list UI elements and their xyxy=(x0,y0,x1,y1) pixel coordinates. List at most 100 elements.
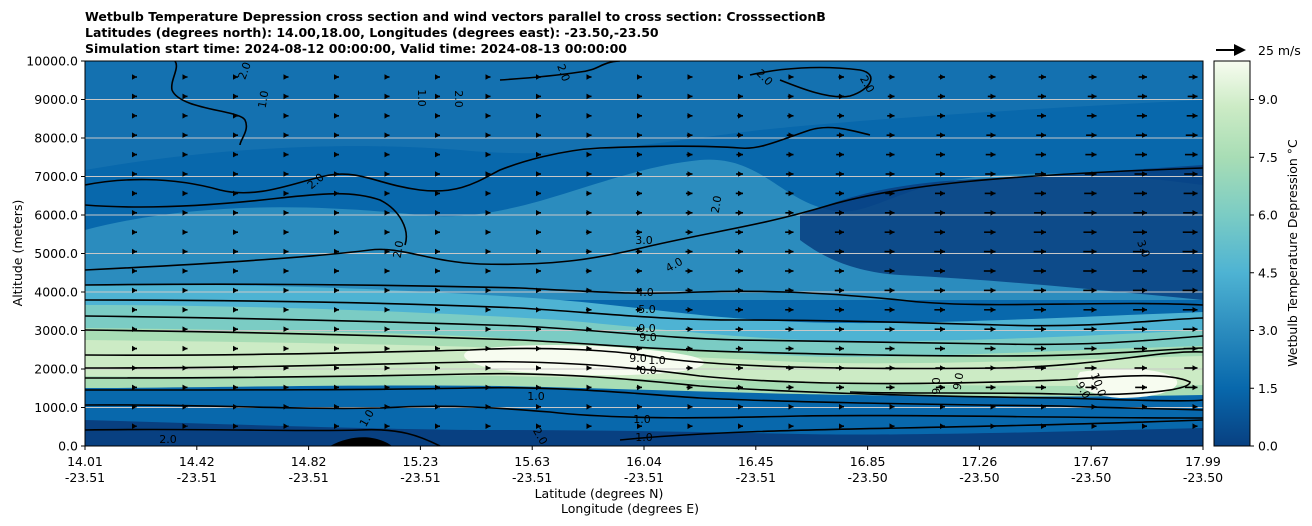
wind-vector-head xyxy=(435,132,440,138)
wind-vector-head xyxy=(889,423,895,430)
wind-vector-head xyxy=(788,74,794,80)
wind-vector-head xyxy=(182,345,188,352)
wind-vector-head xyxy=(637,210,642,216)
wind-vector-head xyxy=(889,210,895,216)
wind-vector-head xyxy=(637,326,642,333)
wind-vector-head xyxy=(1142,229,1147,235)
wind-vector-head xyxy=(435,326,440,333)
wind-vector-head xyxy=(687,190,693,197)
wind-vector-head xyxy=(637,171,642,177)
wind-vector-head xyxy=(687,248,693,255)
wind-vector-head xyxy=(233,404,238,410)
chart-title-line-3: Simulation start time: 2024-08-12 00:00:… xyxy=(85,41,627,56)
wind-vector-head xyxy=(182,423,188,430)
wind-vector-head xyxy=(334,365,339,371)
wind-vector-head xyxy=(1142,248,1147,255)
wind-vector-head xyxy=(1041,113,1046,119)
wind-vector-head xyxy=(940,93,945,100)
wind-vector-head xyxy=(283,190,289,197)
wind-vector-head xyxy=(738,287,743,294)
colorbar-tick-label: 1.5 xyxy=(1258,381,1278,396)
x-tick-label-latitude: 17.26 xyxy=(962,454,998,469)
wind-vector-head xyxy=(283,384,289,391)
wind-vector-head xyxy=(738,151,743,158)
wind-vector-head xyxy=(334,229,339,235)
wind-vector-head xyxy=(1192,93,1198,100)
wind-vector-head xyxy=(1091,287,1097,294)
wind-vector-head xyxy=(435,268,440,274)
wind-vector-head xyxy=(839,151,844,158)
wind-vector-head xyxy=(990,113,996,119)
wind-vector-head xyxy=(536,404,541,410)
wind-vector-head xyxy=(536,229,541,235)
x-tick-label-latitude: 15.63 xyxy=(514,454,550,469)
wind-vector-head xyxy=(384,384,390,391)
wind-vector-head xyxy=(132,151,137,158)
wind-vector-head xyxy=(1091,229,1097,235)
wind-vector-head xyxy=(233,151,238,158)
wind-vector-head xyxy=(1192,268,1198,274)
wind-vector-head xyxy=(1041,229,1046,235)
contour-line xyxy=(85,360,1191,396)
wind-vector-head xyxy=(637,287,642,294)
wind-vector-head xyxy=(283,229,289,235)
wind-vector-head xyxy=(485,345,491,352)
y-tick-label: 4000.0 xyxy=(34,285,78,300)
wind-vector-head xyxy=(233,93,238,100)
wind-vector-head xyxy=(384,210,390,216)
wind-vector-head xyxy=(889,190,895,197)
wind-vector-head xyxy=(1091,248,1097,255)
wind-vector-head xyxy=(536,93,541,100)
wind-vector-head xyxy=(1091,132,1097,138)
wind-vector-head xyxy=(485,384,491,391)
wind-vector-head xyxy=(940,210,945,216)
wind-vector-head xyxy=(990,326,996,333)
wind-vector-head xyxy=(1091,113,1097,119)
wind-vector-head xyxy=(334,210,339,216)
wind-vector-head xyxy=(132,384,137,391)
wind-vector-head xyxy=(1041,345,1046,352)
wind-vector-head xyxy=(485,93,491,100)
wind-vector-head xyxy=(1041,171,1046,177)
wind-vector-head xyxy=(889,307,895,313)
wind-vector-head xyxy=(889,132,895,138)
wind-vector-head xyxy=(536,132,541,138)
contour-label: 2.0 xyxy=(709,195,725,214)
wind-vector-head xyxy=(233,132,238,138)
wind-vector-head xyxy=(1091,423,1097,430)
contour-line xyxy=(85,329,1203,357)
wind-vector-head xyxy=(334,132,339,138)
wind-vector-head xyxy=(586,151,592,158)
wind-vector-head xyxy=(485,74,491,80)
wind-vector-head xyxy=(485,404,491,410)
wind-vector-head xyxy=(889,326,895,333)
wind-vector-head xyxy=(788,365,794,371)
wind-vector-head xyxy=(940,423,945,430)
wind-vector-head xyxy=(839,345,844,352)
wind-vector-head xyxy=(435,74,440,80)
wind-vector-head xyxy=(637,113,642,119)
wind-vector-head xyxy=(839,74,844,80)
wind-vector-head xyxy=(687,365,693,371)
wind-vector-head xyxy=(940,307,945,313)
wind-vector-head xyxy=(1041,248,1046,255)
colorbar-tick-label: 3.0 xyxy=(1258,323,1278,338)
wind-vector-head xyxy=(536,171,541,177)
wind-vector-head xyxy=(889,151,895,158)
wind-vector-head xyxy=(1142,93,1147,100)
chart-title-line-1: Wetbulb Temperature Depression cross sec… xyxy=(85,9,826,24)
wind-vector-head xyxy=(132,190,137,197)
wind-vector-head xyxy=(132,345,137,352)
wind-vector-head xyxy=(384,423,390,430)
wind-vector-head xyxy=(1192,132,1198,138)
contour-label: 3.0 xyxy=(1134,238,1152,259)
wind-vector-head xyxy=(839,423,844,430)
wind-vector-head xyxy=(334,326,339,333)
wind-vector-head xyxy=(586,190,592,197)
wind-vector-head xyxy=(334,345,339,352)
wind-vector-head xyxy=(283,307,289,313)
wind-vector-head xyxy=(233,74,238,80)
wind-vector-head xyxy=(586,268,592,274)
wind-vector-head xyxy=(1192,190,1198,197)
wind-vector-head xyxy=(687,384,693,391)
